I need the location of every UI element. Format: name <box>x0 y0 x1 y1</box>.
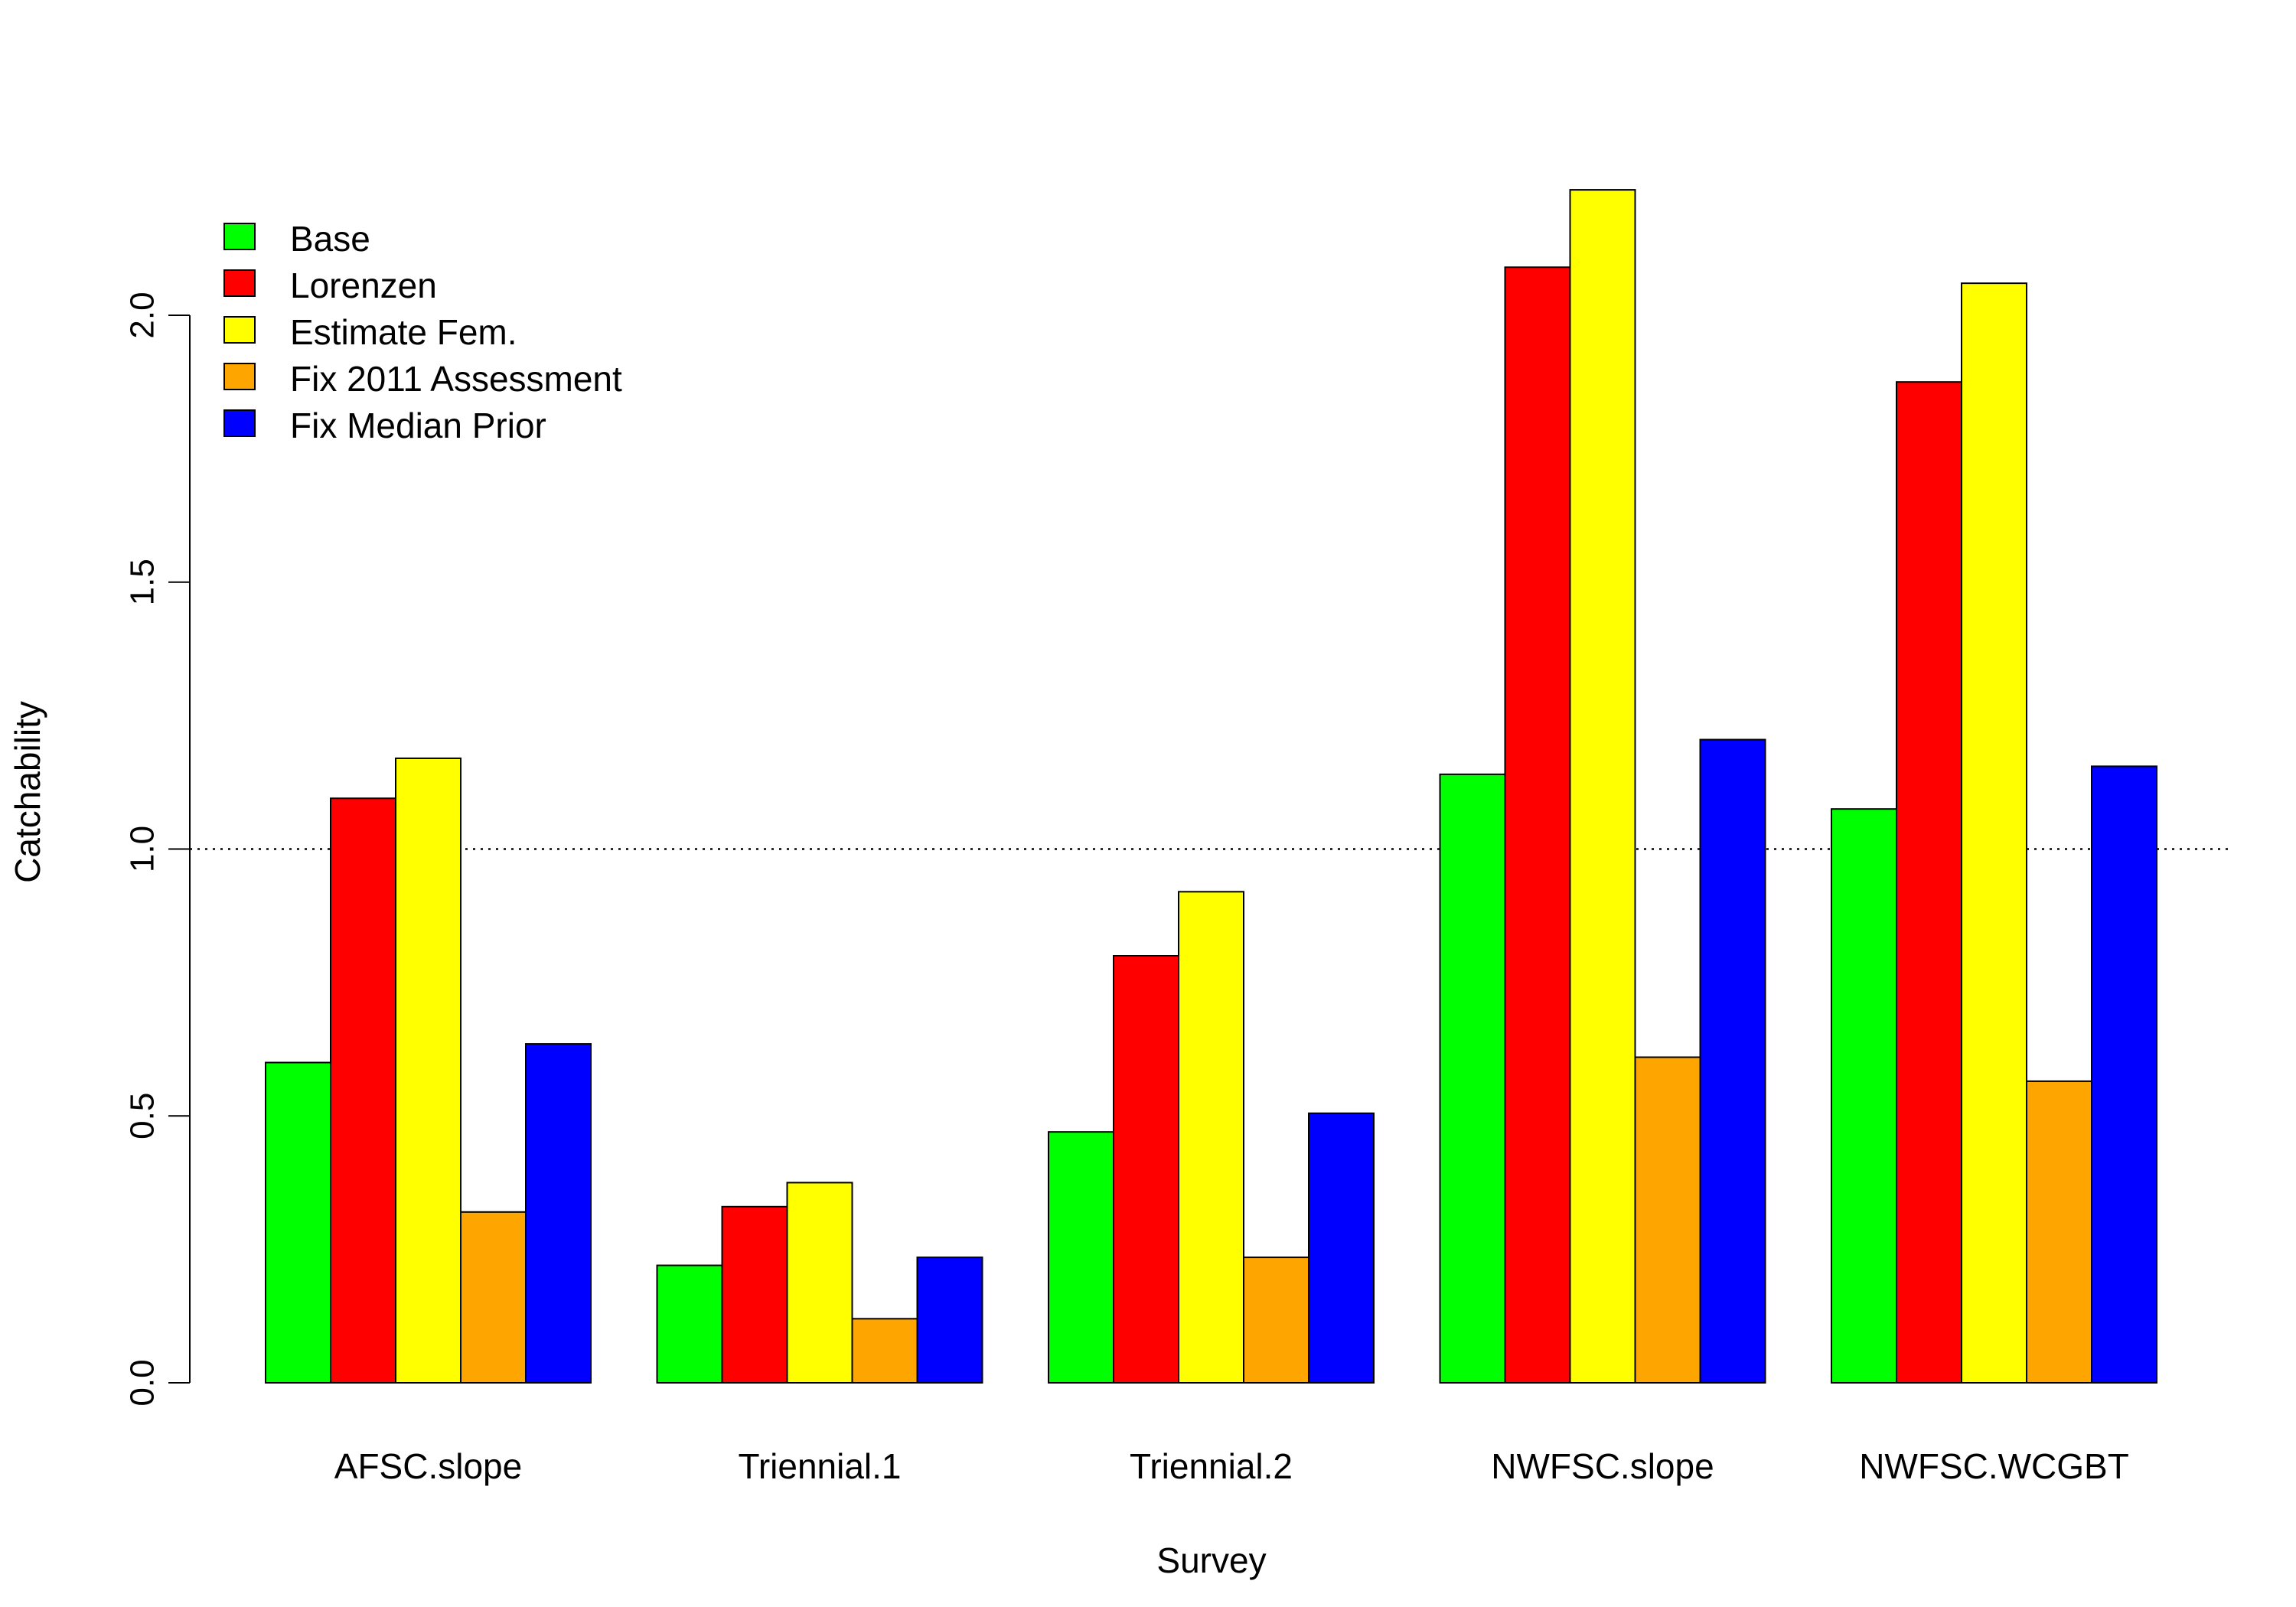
bar-group <box>1831 282 2157 1384</box>
x-category-label: Triennial.1 <box>738 1446 901 1486</box>
x-category-label: AFSC.slope <box>334 1446 522 1486</box>
bar-group <box>265 757 592 1384</box>
y-tick-label: 0.5 <box>124 1093 161 1139</box>
bar <box>1896 381 1962 1384</box>
legend-swatch <box>223 363 256 390</box>
x-category-label: NWFSC.WCGBT <box>1859 1446 2129 1486</box>
legend-swatch <box>223 223 256 250</box>
bar <box>460 1211 527 1384</box>
legend-label: Lorenzen <box>290 266 437 305</box>
bar <box>1569 189 1636 1384</box>
y-axis-title: Catchability <box>8 701 47 883</box>
bar <box>1243 1257 1309 1384</box>
y-tick-label: 1.5 <box>124 559 161 605</box>
legend-label: Fix 2011 Assessment <box>290 359 622 399</box>
bar <box>2026 1080 2092 1384</box>
bar <box>1178 891 1244 1384</box>
bar <box>721 1205 788 1384</box>
legend-swatch <box>223 269 256 297</box>
x-category-labels: AFSC.slope Triennial.1 Triennial.2 NWFSC.sl… <box>334 1446 2129 1486</box>
bar <box>656 1264 723 1384</box>
x-category-label: Triennial.2 <box>1130 1446 1293 1486</box>
x-category-label: NWFSC.slope <box>1491 1446 1714 1486</box>
legend-label: Estimate Fem. <box>290 312 517 352</box>
bar <box>2091 765 2157 1384</box>
bar <box>395 757 461 1384</box>
bars <box>265 189 2157 1384</box>
legend-label: Fix Median Prior <box>290 406 546 445</box>
bar <box>1113 955 1179 1384</box>
bar <box>916 1257 983 1384</box>
legend-swatch <box>223 316 256 344</box>
y-tick-label: 1.0 <box>124 826 161 872</box>
bar-group <box>1439 189 1766 1384</box>
bar <box>1504 266 1571 1384</box>
y-axis: 0.0 0.5 1.0 1.5 2.0 <box>124 292 191 1407</box>
bar <box>1048 1131 1114 1384</box>
bar <box>1439 773 1506 1384</box>
bar <box>1831 808 1897 1384</box>
y-tick-label: 2.0 <box>124 292 161 338</box>
bar <box>786 1182 853 1384</box>
bar <box>851 1318 918 1384</box>
bar <box>1961 282 2027 1384</box>
bar <box>1634 1056 1701 1384</box>
bar <box>525 1043 592 1384</box>
legend-label: Base <box>290 219 370 259</box>
bar <box>330 797 396 1384</box>
y-tick-label: 0.0 <box>124 1359 161 1406</box>
bar <box>1308 1112 1375 1384</box>
bar-group <box>656 1182 983 1384</box>
bar <box>1699 738 1766 1384</box>
legend: Base Lorenzen Estimate Fem. Fix 2011 Assess… <box>223 219 622 445</box>
x-axis-title: Survey <box>1156 1540 1266 1580</box>
bar <box>265 1061 331 1384</box>
legend-swatch <box>223 409 256 437</box>
bar-group <box>1048 891 1375 1384</box>
